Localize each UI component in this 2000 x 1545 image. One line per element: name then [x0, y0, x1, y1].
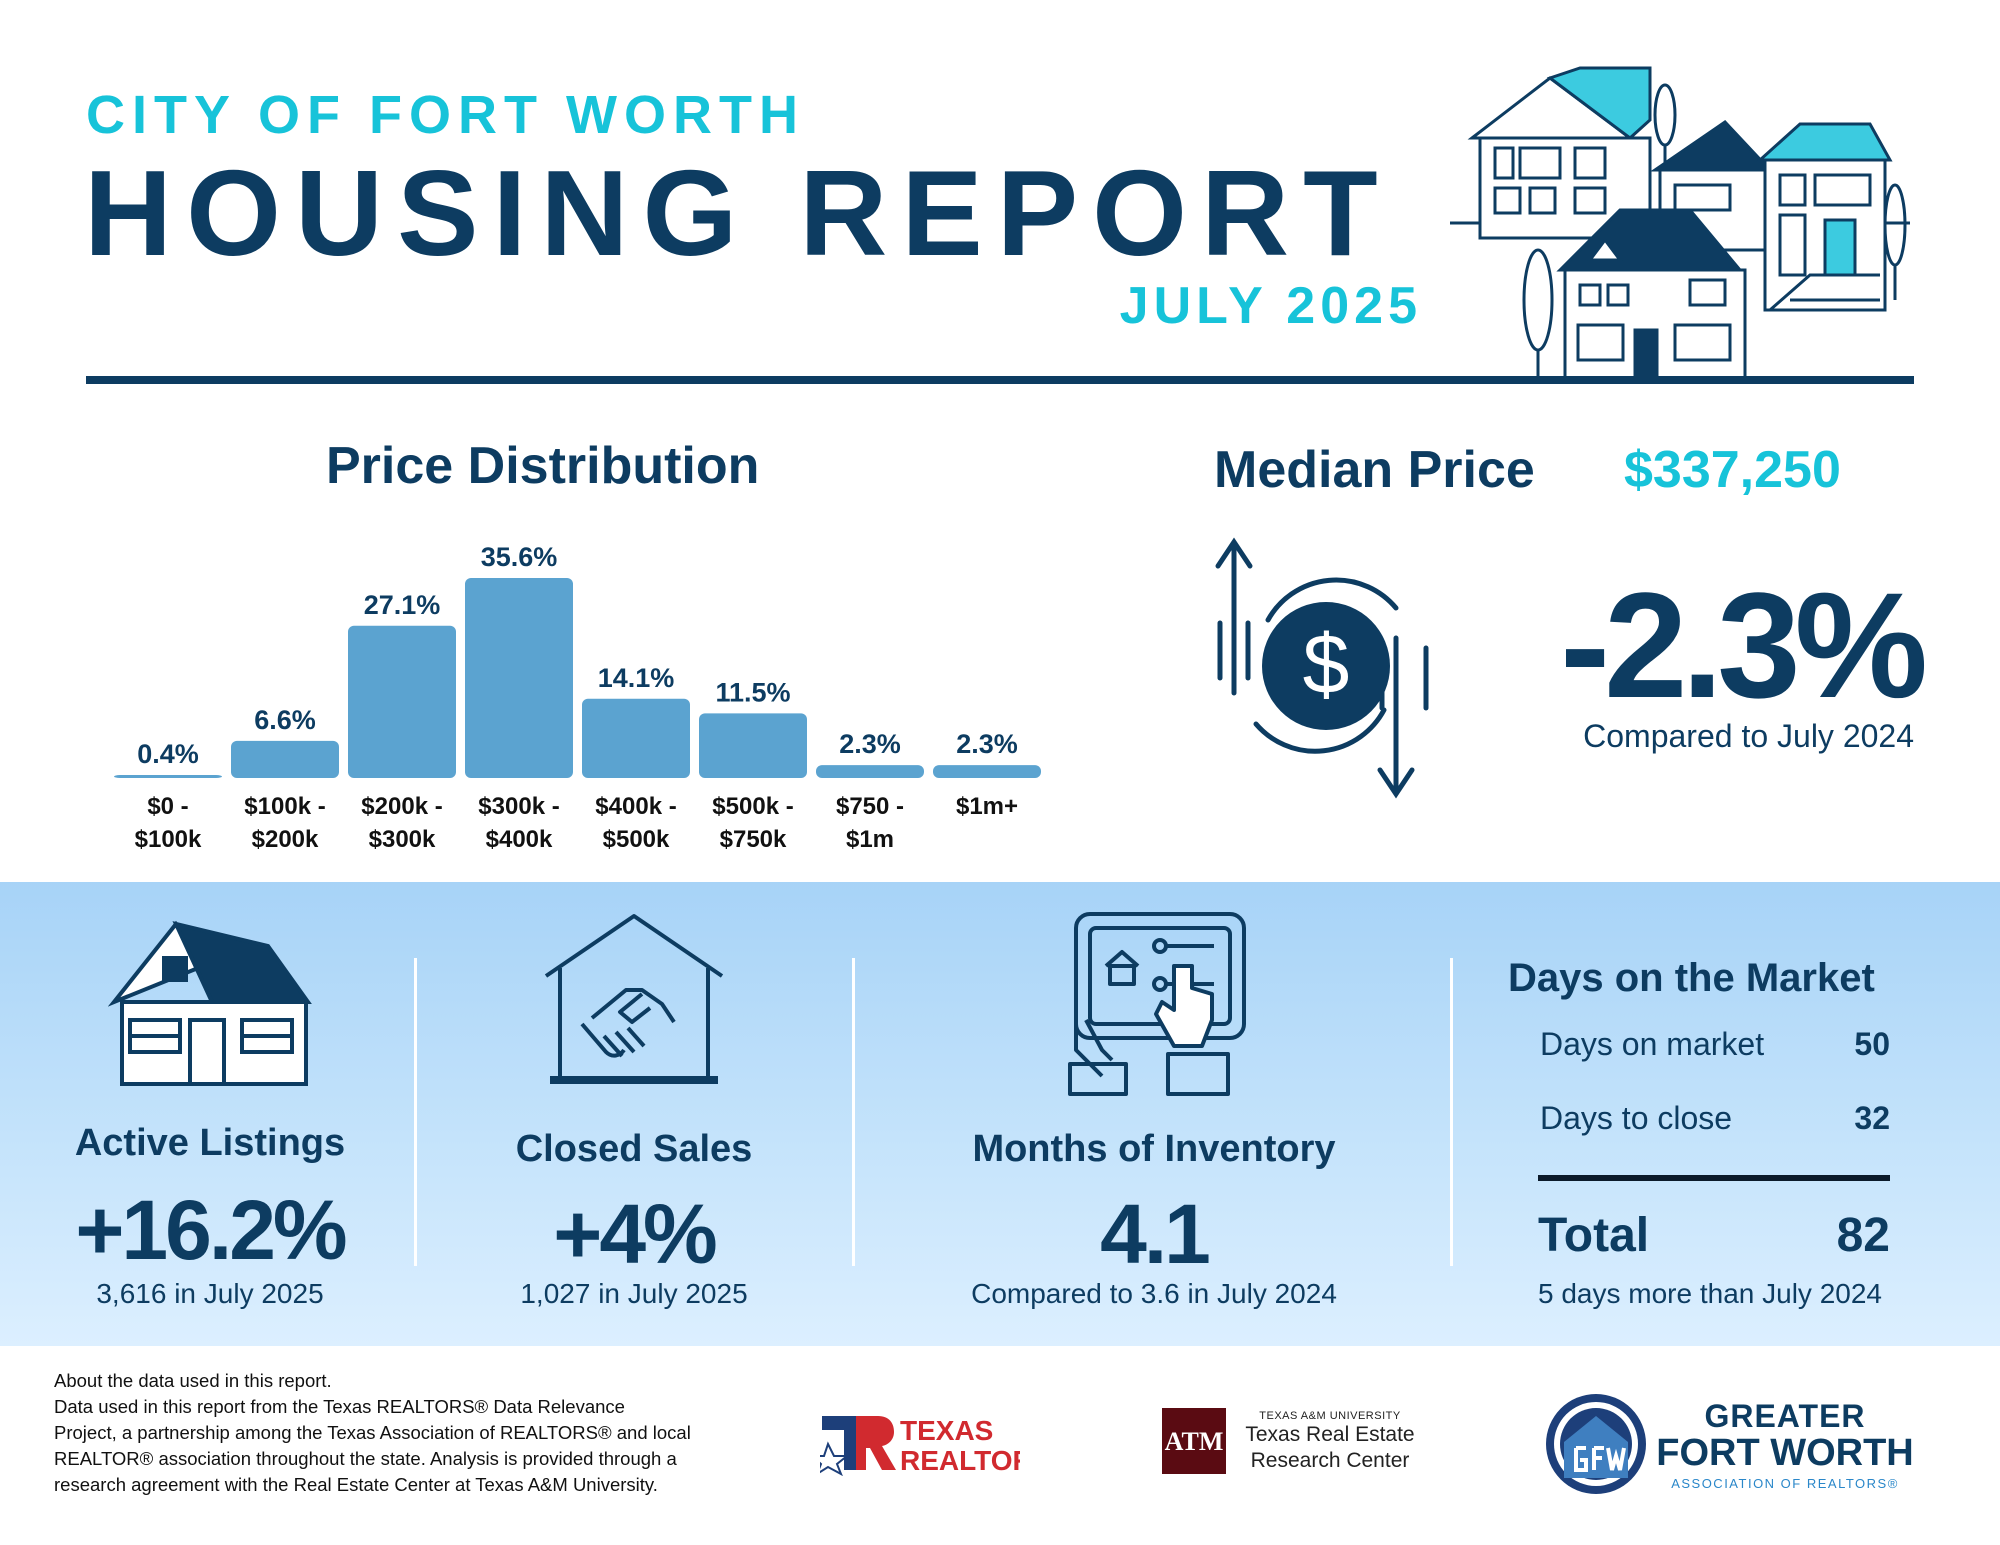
active-listings-title: Active Listings — [74, 1122, 346, 1164]
tamu-logo-mark: ATM — [1162, 1408, 1226, 1474]
days-to-close-value: 32 — [1854, 1100, 1890, 1136]
stats-divider — [852, 958, 855, 1266]
report-month: JULY 2025 — [1119, 277, 1422, 335]
price-bar-category-label: $300k — [369, 826, 436, 853]
about-line: About the data used in this report. — [54, 1370, 332, 1391]
about-line: research agreement with the Real Estate … — [54, 1474, 658, 1495]
tamu-center-line1: Texas Real Estate — [1245, 1423, 1415, 1446]
texas-realtors-logo: TEXAS REALTORS — [820, 1415, 1020, 1476]
closed-sales-title: Closed Sales — [515, 1128, 753, 1170]
price-bar-value-label: 14.1% — [598, 663, 675, 693]
gfw-name-line3: ASSOCIATION OF REALTORS® — [1671, 1476, 1899, 1491]
price-bar-category-label: $100k — [135, 826, 202, 853]
price-bar-category-label: $200k — [252, 826, 319, 853]
svg-text:$: $ — [1303, 617, 1350, 711]
days-total-divider — [1538, 1175, 1890, 1181]
gfw-emblem-icon — [1546, 1394, 1646, 1494]
median-price-label: Median Price — [1214, 441, 1535, 499]
active-listings-value: +16.2% — [75, 1183, 347, 1277]
price-bar — [816, 765, 924, 778]
price-bar-value-label: 6.6% — [254, 705, 316, 735]
price-bar-category-label: $300k - — [478, 793, 559, 820]
median-price-change: -2.3% — [1560, 561, 1928, 729]
months-inventory-sub: Compared to 3.6 in July 2024 — [971, 1278, 1337, 1309]
texas-realtors-line1: TEXAS — [900, 1415, 993, 1446]
price-bar — [465, 578, 573, 778]
price-bar-value-label: 2.3% — [956, 729, 1018, 759]
price-bar — [231, 740, 339, 778]
median-price-value: $337,250 — [1624, 441, 1841, 499]
closed-sales-sub: 1,027 in July 2025 — [520, 1278, 748, 1309]
price-bar-category-label: $1m+ — [956, 793, 1018, 820]
price-bar-category-label: $1m — [846, 826, 894, 853]
days-on-market-label: Days on market — [1540, 1026, 1765, 1062]
price-bar-category-label: $400k — [486, 826, 553, 853]
days-to-close-label: Days to close — [1540, 1100, 1733, 1136]
days-on-market-title: Days on the Market — [1508, 956, 1875, 1000]
price-bar-value-label: 27.1% — [364, 590, 441, 620]
days-total-label: Total — [1538, 1209, 1650, 1262]
price-bar-category-label: $750 - — [836, 793, 904, 820]
texas-realtors-line2: REALTORS — [900, 1445, 1020, 1476]
price-bar-value-label: 2.3% — [839, 729, 901, 759]
price-bar — [699, 713, 807, 778]
about-data-text: About the data used in this report. Data… — [54, 1368, 774, 1498]
about-line: Project, a partnership among the Texas A… — [54, 1422, 691, 1443]
stats-divider — [414, 958, 417, 1266]
price-distribution-heading: Price Distribution — [326, 437, 760, 495]
closed-sales-value: +4% — [553, 1187, 717, 1281]
price-bar-category-label: $400k - — [595, 793, 676, 820]
about-line: REALTOR® association throughout the stat… — [54, 1448, 677, 1469]
report-title: HOUSING REPORT — [84, 145, 1392, 281]
tamu-university-label: TEXAS A&M UNIVERSITY — [1259, 1410, 1401, 1422]
months-inventory-value: 4.1 — [1100, 1187, 1211, 1281]
price-bar-category-label: $500k — [603, 826, 670, 853]
price-bar-category-label: $750k — [720, 826, 787, 853]
dollar-cycle-icon: $ — [1215, 537, 1429, 799]
tamu-center-line2: Research Center — [1250, 1449, 1410, 1472]
gfw-name-line2: FORT WORTH — [1656, 1432, 1914, 1474]
handshake-house-icon — [544, 914, 724, 1084]
price-bar-value-label: 35.6% — [481, 542, 558, 572]
stats-band — [0, 882, 2000, 1346]
days-on-market-value: 50 — [1854, 1026, 1890, 1062]
price-distribution-chart: 0.4% $0 - $100k 6.6% $100k - $200k 27.1% $200k … — [114, 542, 1041, 853]
days-total-value: 82 — [1836, 1209, 1890, 1262]
header-divider — [86, 376, 1914, 384]
price-bar — [582, 698, 690, 778]
stats-divider — [1450, 958, 1453, 1266]
house-icon — [108, 920, 312, 1086]
price-bar-category-label: $200k - — [361, 793, 442, 820]
days-on-market-note: 5 days more than July 2024 — [1538, 1278, 1882, 1309]
gfw-name-line1: GREATER — [1704, 1398, 1866, 1434]
about-line: Data used in this report from the Texas … — [54, 1396, 625, 1417]
price-bar — [114, 775, 222, 778]
price-bar — [933, 765, 1041, 778]
houses-illustration — [1450, 66, 1910, 380]
price-bar-category-label: $500k - — [712, 793, 793, 820]
tablet-icon — [1068, 912, 1246, 1096]
svg-text:ATM: ATM — [1165, 1427, 1224, 1456]
median-price-compare: Compared to July 2024 — [1583, 718, 1914, 754]
tamu-research-center: TEXAS A&M UNIVERSITY Texas Real Estate R… — [1240, 1410, 1420, 1474]
city-title: CITY OF FORT WORTH — [86, 85, 805, 145]
atm-icon: ATM — [1165, 1427, 1224, 1456]
price-bar-category-label: $100k - — [244, 793, 325, 820]
price-bar — [348, 625, 456, 778]
price-bar-value-label: 11.5% — [715, 677, 790, 707]
price-bar-category-label: $0 - — [147, 793, 188, 820]
months-inventory-title: Months of Inventory — [972, 1128, 1336, 1170]
price-bar-value-label: 0.4% — [137, 739, 199, 769]
active-listings-sub: 3,616 in July 2025 — [96, 1278, 324, 1309]
